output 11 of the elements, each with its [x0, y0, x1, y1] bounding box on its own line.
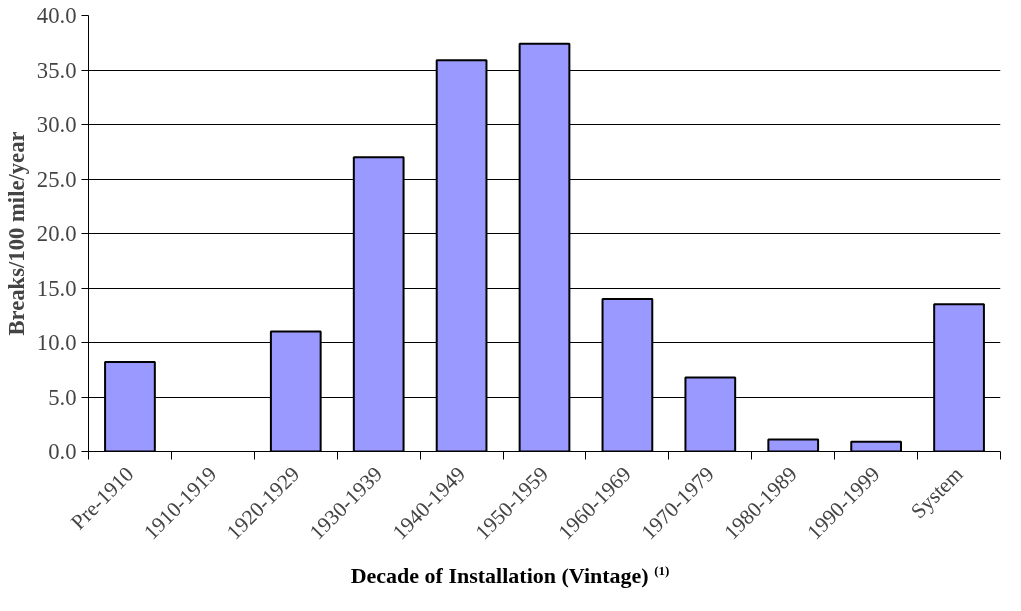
y-axis-title: Breaks/100 mile/year: [3, 131, 29, 336]
y-tick-label: 5.0: [48, 384, 77, 410]
y-tick-label: 25.0: [36, 166, 77, 192]
y-tick-label: 0.0: [48, 439, 77, 464]
x-axis-title: Decade of Installation (Vintage) $^{(1)}$: [350, 561, 670, 590]
y-tick-label: 20.0: [36, 221, 77, 246]
y-tick-label: 10.0: [36, 330, 77, 355]
y-tick-label: 35.0: [36, 57, 77, 83]
y-tick-label: 15.0: [36, 275, 77, 301]
y-tick-label: 40.0: [36, 3, 77, 28]
y-tick-label: 30.0: [36, 112, 77, 137]
